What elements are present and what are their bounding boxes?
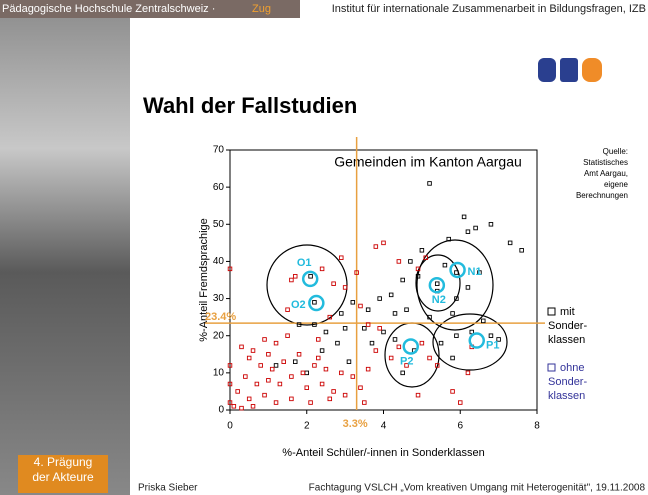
- x-tick-label: 2: [304, 421, 310, 432]
- highlight-label: N2: [432, 294, 446, 306]
- x-tick-label: 0: [227, 421, 233, 432]
- y-tick-label: 30: [213, 293, 225, 304]
- slide-title: Wahl der Fallstudien: [143, 93, 357, 118]
- y-tick-label: 10: [213, 367, 225, 378]
- x-axis-label: %-Anteil Schüler/-innen in Sonderklassen: [282, 447, 484, 459]
- highlight-label: P1: [486, 339, 499, 351]
- source-note: Statistisches: [583, 158, 628, 167]
- header-right: Institut für internationale Zusammenarbe…: [332, 3, 646, 15]
- slide: Pädagogische Hochschule Zentralschweiz ·…: [0, 0, 648, 495]
- highlight-label: O1: [297, 257, 312, 269]
- x-tick-label: 4: [381, 421, 387, 432]
- reference-label-y: 23.4%: [205, 311, 236, 323]
- highlight-label: O2: [291, 299, 306, 311]
- y-tick-label: 50: [213, 219, 225, 230]
- source-note: eigene: [604, 180, 629, 189]
- y-tick-label: 0: [218, 405, 224, 416]
- highlight-label: P2: [400, 355, 413, 367]
- x-tick-label: 8: [534, 421, 540, 432]
- reference-label-x: 3.3%: [343, 418, 368, 430]
- y-tick-label: 40: [213, 256, 225, 267]
- footer-event: Fachtagung VSLCH „Vom kreativen Umgang m…: [309, 483, 646, 494]
- y-tick-label: 60: [213, 182, 225, 193]
- photo-column: [0, 0, 130, 495]
- y-tick-label: 20: [213, 330, 225, 341]
- highlight-label: N1: [468, 266, 482, 278]
- source-note: Quelle:: [603, 147, 628, 156]
- header-place: Zug: [252, 3, 271, 15]
- footer-author: Priska Sieber: [138, 483, 198, 494]
- header-left: Pädagogische Hochschule Zentralschweiz ·: [2, 3, 215, 15]
- source-note: Amt Aargau,: [584, 169, 628, 178]
- chart-title: Gemeinden im Kanton Aargau: [334, 154, 522, 170]
- source-note: Berechnungen: [576, 191, 628, 200]
- x-tick-label: 6: [457, 421, 463, 432]
- logo: [538, 58, 602, 82]
- y-tick-label: 70: [213, 145, 225, 156]
